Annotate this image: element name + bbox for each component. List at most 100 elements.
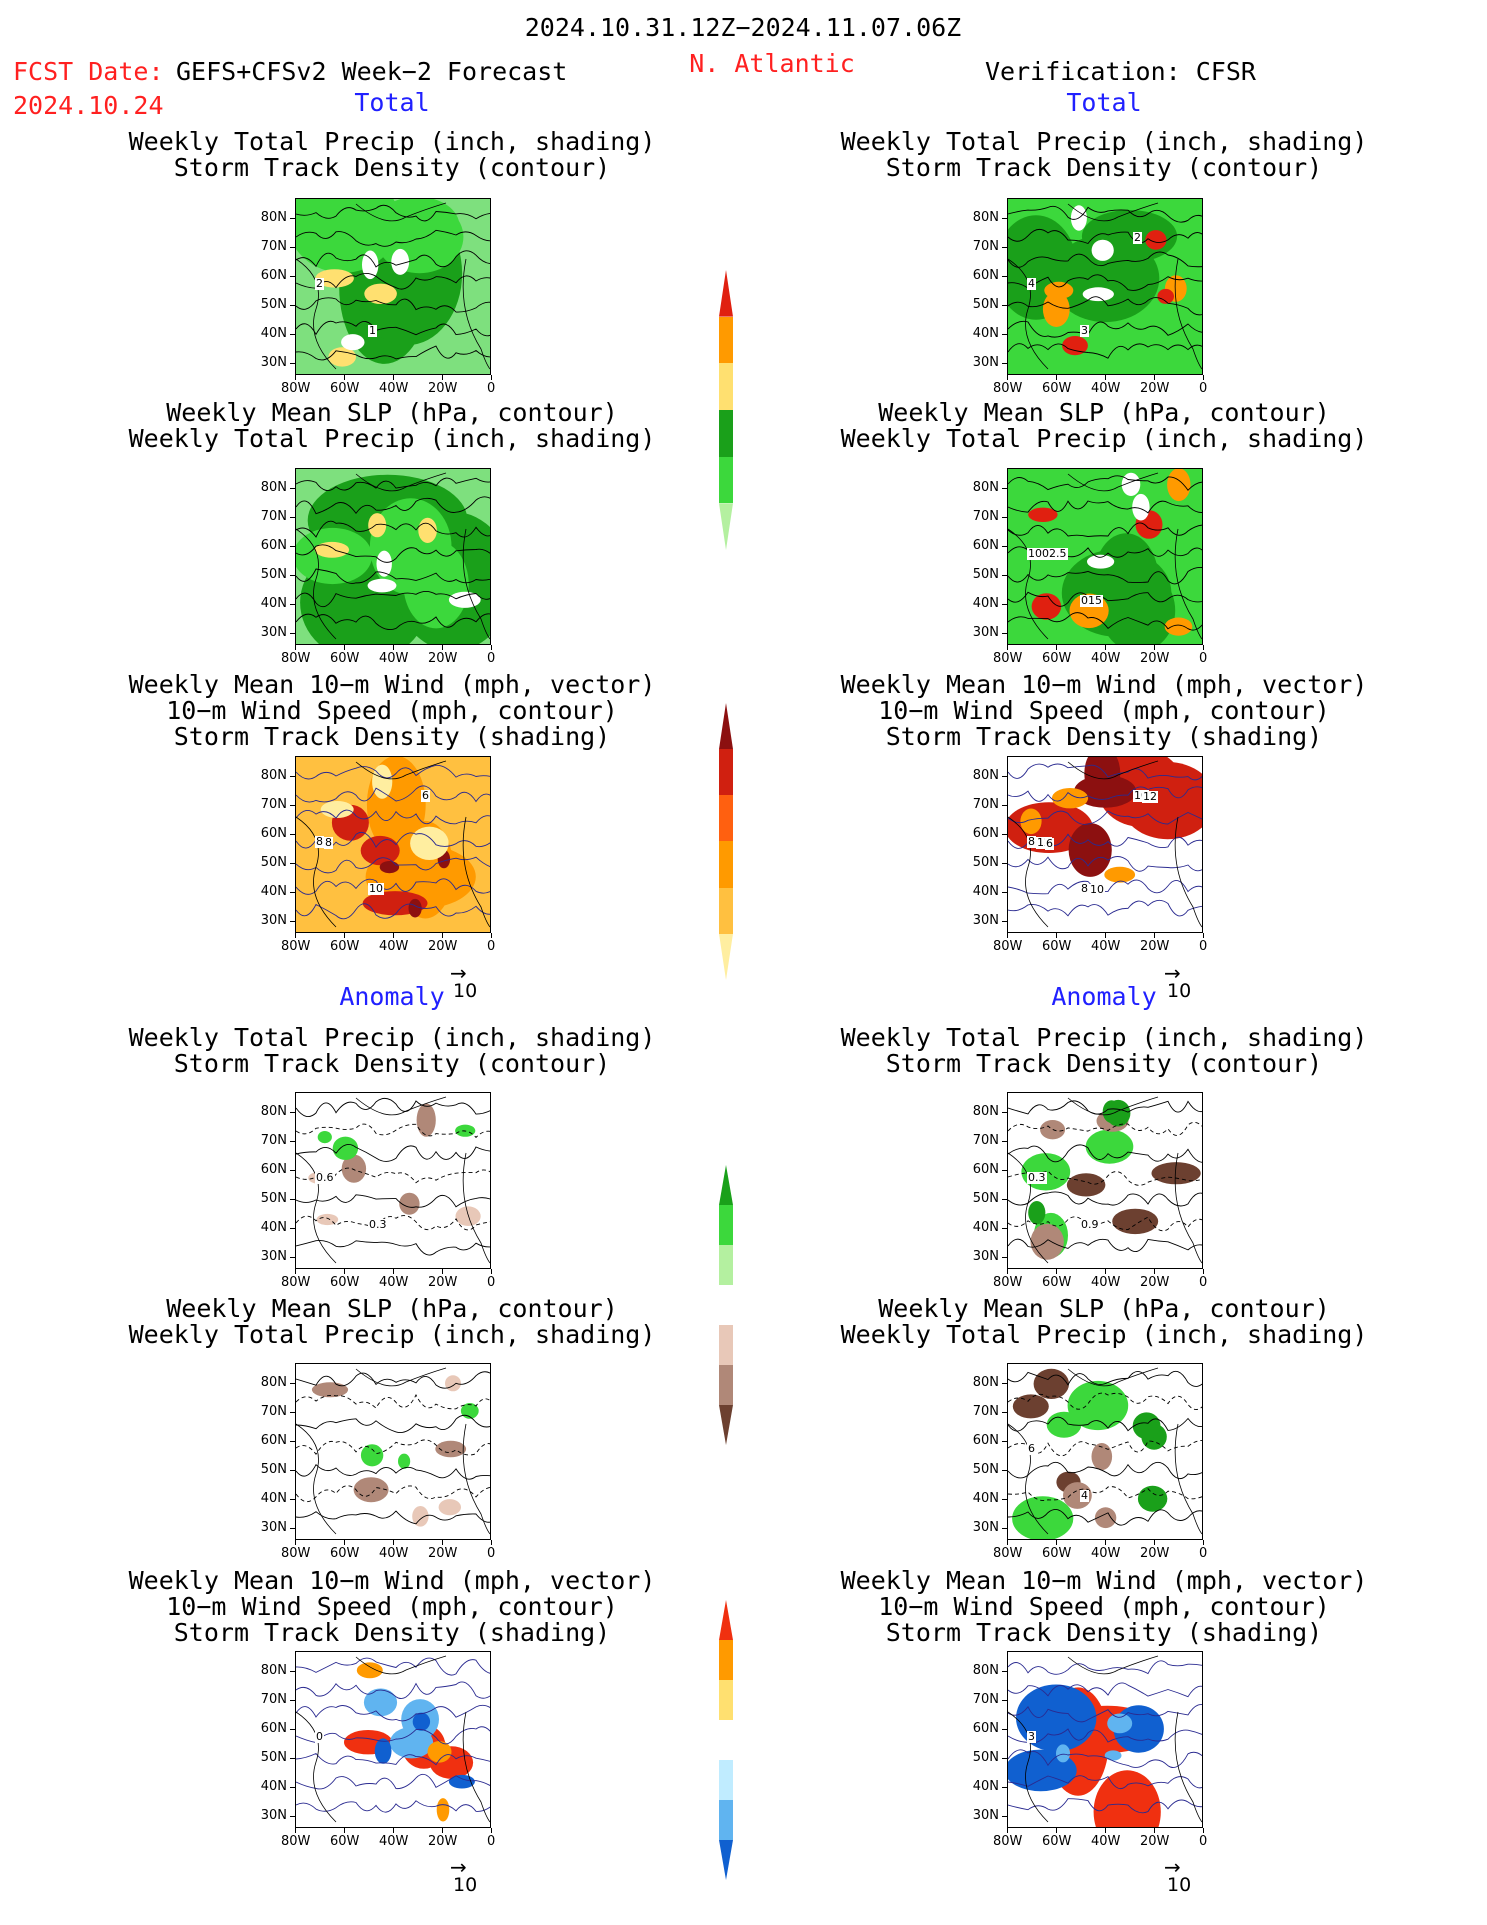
shading-region [332, 1136, 359, 1160]
shading-region [1042, 291, 1070, 327]
v-precip-track-title-line-1: Weekly Total Precip (inch, shading) [840, 127, 1368, 156]
f-wind-track-title-line-2: 10−m Wind Speed (mph, contour) [166, 696, 618, 725]
lon-label: 20W [428, 939, 458, 954]
lat-label: 30N [260, 1520, 287, 1535]
lon-label: 60W [330, 651, 360, 666]
lon-tick [1056, 1828, 1057, 1833]
anomaly-label-left: Anomaly [339, 982, 445, 1011]
contour-line [296, 1463, 490, 1480]
shading-region [314, 541, 350, 558]
lat-label: 80N [260, 1375, 287, 1390]
lat-label: 80N [260, 1104, 287, 1119]
lon-tick [1154, 375, 1155, 380]
f-wind-anom-title-line-3: Storm Track Density (shading) [173, 1618, 611, 1647]
contour-line [296, 764, 490, 780]
contour-line [1008, 1682, 1202, 1698]
verification-wind-anom-map [1007, 1651, 1203, 1828]
shading-region [320, 801, 354, 818]
f-vector-ref-anom-value: 10 [453, 1874, 478, 1896]
shading-region [1112, 1208, 1159, 1235]
shading-region [341, 334, 365, 351]
lon-tick [1154, 645, 1155, 650]
lon-label: 0 [1199, 1275, 1208, 1290]
lat-tick [1002, 334, 1007, 335]
contour-line [1008, 274, 1202, 291]
contour-label: 12 [1142, 790, 1158, 803]
lon-label: 80W [993, 939, 1023, 954]
lat-tick [290, 517, 295, 518]
lon-tick [442, 1540, 443, 1545]
lon-tick [344, 1540, 345, 1545]
lat-tick [290, 1671, 295, 1672]
coastline [296, 472, 490, 640]
v-wind-anom-title-line-2: 10−m Wind Speed (mph, contour) [878, 1592, 1330, 1621]
contour-line [1008, 591, 1202, 607]
f-slp-precip-title-line-2: Weekly Total Precip (inch, shading) [128, 424, 656, 453]
lat-tick [1002, 1112, 1007, 1113]
contour-line [296, 1194, 490, 1208]
lat-label: 50N [260, 1191, 287, 1206]
contour-line [1008, 475, 1202, 491]
lat-label: 40N [260, 1779, 287, 1794]
shading-region [1137, 1485, 1168, 1512]
contour-label: 1 [368, 324, 377, 337]
lat-label: 50N [972, 567, 999, 582]
contour-line [296, 496, 490, 515]
colorbar-segment [719, 1405, 733, 1445]
lat-tick [290, 834, 295, 835]
contour-line [296, 1123, 490, 1139]
shading-region [372, 764, 393, 799]
shading-region [448, 1774, 475, 1789]
v-precip-track-title-line-2: Storm Track Density (contour) [885, 153, 1323, 182]
contour-line [1008, 205, 1202, 223]
shading-region [445, 1375, 461, 1392]
lon-tick [393, 1269, 394, 1274]
lat-label: 30N [972, 1249, 999, 1264]
lat-label: 70N [260, 1692, 287, 1707]
colorbar-segment [719, 503, 733, 550]
lon-tick [1007, 375, 1008, 380]
contour-line [296, 785, 490, 803]
v-wind-track-title-line-3: Storm Track Density (shading) [885, 722, 1323, 751]
lat-label: 60N [260, 268, 287, 283]
shading-region [1120, 762, 1202, 840]
lon-label: 60W [1042, 651, 1072, 666]
lon-label: 20W [1140, 939, 1170, 954]
shading-region [1030, 1223, 1064, 1260]
lat-tick [290, 633, 295, 634]
lon-tick [393, 1828, 394, 1833]
lon-tick [491, 933, 492, 938]
lon-label: 80W [993, 1275, 1023, 1290]
contour-line [296, 1414, 490, 1433]
lat-tick [290, 1700, 295, 1701]
shading-region [1087, 554, 1115, 569]
colorbar-segment [719, 1720, 733, 1760]
shading-region [1132, 493, 1150, 521]
lon-tick [1105, 1828, 1106, 1833]
coastline [1008, 1367, 1202, 1535]
shading-region [1104, 866, 1136, 883]
lat-label: 40N [260, 884, 287, 899]
lon-tick [491, 375, 492, 380]
contour-line [296, 878, 490, 895]
lon-label: 80W [281, 1546, 311, 1561]
shading-region [1145, 230, 1167, 250]
contour-label: 4 [1080, 1489, 1089, 1502]
lat-tick [1002, 1470, 1007, 1471]
lon-tick [393, 1540, 394, 1545]
lon-label: 20W [1140, 381, 1170, 396]
contour-label: 3 [1027, 1730, 1036, 1743]
shading-region [1164, 617, 1193, 636]
lat-tick [1002, 363, 1007, 364]
lat-tick [1002, 1700, 1007, 1701]
contour-label: 4 [1027, 277, 1036, 290]
lat-tick [290, 1199, 295, 1200]
total-label-left: Total [354, 88, 430, 117]
contour-line [296, 544, 490, 563]
shading-region [360, 835, 400, 866]
f-wind-anom-title-line-1: Weekly Mean 10−m Wind (mph, vector) [128, 1566, 656, 1595]
lon-label: 80W [993, 651, 1023, 666]
contour-line [1008, 1461, 1202, 1480]
contour-line [1008, 566, 1202, 585]
shading-region [368, 513, 387, 538]
